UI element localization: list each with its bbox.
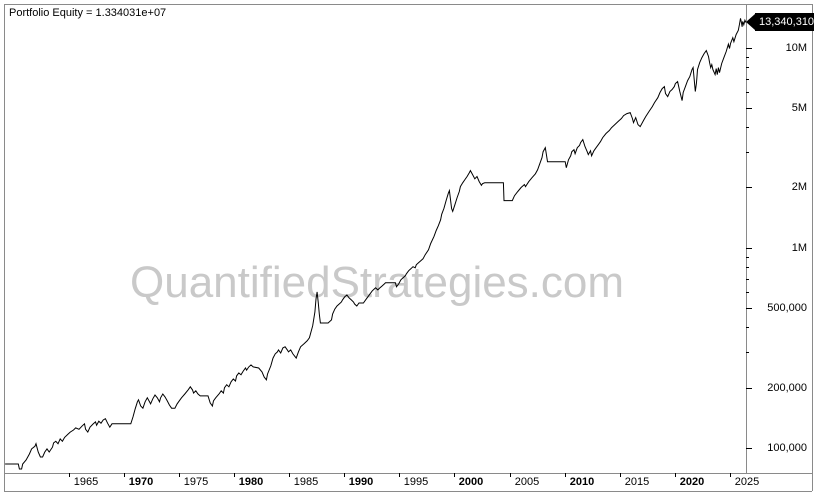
equity-curve-line <box>5 18 747 470</box>
watermark-text: QuantifiedStrategies.com <box>130 258 625 307</box>
callout-arrow-icon <box>746 14 755 30</box>
chart-title: Portfolio Equity = 1.334031e+07 <box>9 7 167 19</box>
callout-value: 13,340,310 <box>755 13 814 31</box>
